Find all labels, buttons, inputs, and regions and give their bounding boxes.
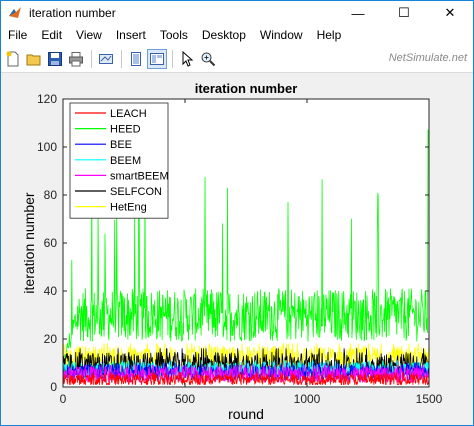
x-axis-label: round: [228, 406, 264, 422]
y-tick-label: 100: [37, 140, 57, 154]
y-axis-label: iteration number: [21, 192, 37, 294]
y-tick-label: 80: [44, 188, 58, 202]
print-icon[interactable]: [66, 49, 86, 69]
x-tick-label: 0: [60, 392, 67, 406]
x-tick-label: 1000: [294, 392, 321, 406]
series-line-leach[interactable]: [62, 372, 430, 386]
series-line-heed[interactable]: [62, 129, 429, 364]
show-plot-tools-icon[interactable]: [147, 48, 167, 69]
watermark-text: NetSimulate.net: [388, 52, 467, 64]
y-tick-label: 0: [50, 380, 57, 394]
menu-bar: File Edit View Insert Tools Desktop Wind…: [1, 25, 473, 45]
menu-edit[interactable]: Edit: [41, 28, 63, 42]
legend-label-heteng: HetEng: [110, 202, 147, 214]
legend-label-smartbeem: smartBEEM: [110, 170, 169, 182]
menu-insert[interactable]: Insert: [115, 28, 146, 42]
legend-label-bee: BEE: [110, 139, 132, 151]
y-tick-label: 40: [44, 284, 58, 298]
menu-tools[interactable]: Tools: [159, 28, 188, 42]
toolbar-separator: [121, 49, 122, 68]
chart-title: iteration number: [195, 81, 298, 96]
minimize-button[interactable]: —: [351, 5, 365, 21]
figure-canvas: 0 500 1000 1500 0 20 40 60 80 100 120 iteration nu…: [1, 73, 473, 425]
menu-desktop[interactable]: Desktop: [201, 28, 246, 42]
x-tick-label: 1500: [416, 392, 443, 406]
hide-plot-tools-icon[interactable]: [126, 49, 146, 69]
legend-label-leach: LEACH: [110, 108, 147, 120]
menu-view[interactable]: View: [76, 28, 102, 42]
y-tick-label: 120: [37, 92, 57, 106]
y-tick-label: 60: [44, 236, 58, 250]
title-bar: iteration number — ☐ ✕: [1, 1, 473, 25]
window-title: iteration number: [29, 6, 116, 20]
chart-svg: 0 500 1000 1500 0 20 40 60 80 100 120 iteration nu…: [21, 81, 443, 422]
legend[interactable]: LEACH HEED BEE BEEM smartBEEM SELFCON HetEng: [69, 102, 169, 219]
save-icon[interactable]: [45, 49, 65, 69]
maximize-button[interactable]: ☐: [398, 5, 410, 20]
close-button[interactable]: ✕: [444, 5, 456, 20]
link-plot-icon[interactable]: [96, 49, 116, 69]
figure-toolbar: NetSimulate.net: [1, 45, 473, 73]
legend-label-heed: HEED: [110, 124, 141, 136]
series-layer: [62, 129, 430, 386]
edit-plot-icon[interactable]: [177, 49, 197, 69]
menu-file[interactable]: File: [8, 28, 28, 42]
x-tick-label: 500: [175, 392, 195, 406]
toolbar-separator: [91, 49, 92, 68]
zoom-in-icon[interactable]: [198, 49, 218, 69]
open-icon[interactable]: [24, 49, 44, 69]
legend-box: [69, 102, 169, 219]
y-tick-label: 20: [44, 332, 58, 346]
menu-help[interactable]: Help: [316, 28, 342, 42]
matlab-app-icon: [7, 5, 23, 21]
toolbar-separator: [172, 49, 173, 68]
legend-label-selfcon: SELFCON: [110, 186, 162, 198]
new-figure-icon[interactable]: [3, 49, 23, 69]
ticks-layer: 0 500 1000 1500 0 20 40 60 80 100 120: [37, 92, 443, 406]
menu-window[interactable]: Window: [259, 28, 303, 42]
legend-label-beem: BEEM: [110, 155, 141, 167]
